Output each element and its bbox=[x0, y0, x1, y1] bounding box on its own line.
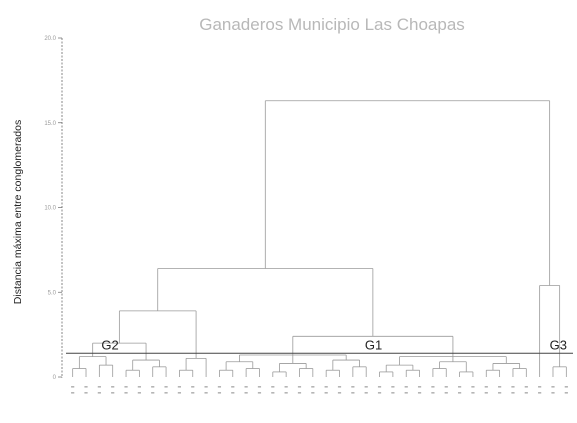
leaf-label-mark bbox=[377, 392, 382, 394]
leaf-label-mark bbox=[364, 392, 368, 394]
leaf-label-mark bbox=[137, 386, 141, 388]
leaf-label-mark bbox=[231, 386, 235, 388]
leaf-label-mark bbox=[191, 392, 195, 394]
leaf-label-mark bbox=[311, 386, 315, 388]
leaf-label-mark bbox=[431, 392, 435, 394]
leaf-label-mark bbox=[164, 392, 168, 394]
leaf-label-mark bbox=[431, 386, 435, 388]
y-axis-label: Distancia máxima entre conglomerados bbox=[12, 120, 24, 304]
leaf-label-mark bbox=[191, 386, 195, 388]
leaf-label-mark bbox=[351, 392, 355, 394]
group-labels: G2 G1 G3 bbox=[101, 337, 567, 352]
leaf-label-mark bbox=[124, 386, 128, 388]
leaf-label-mark bbox=[97, 386, 101, 388]
leaf-label-mark bbox=[377, 386, 382, 388]
leaf-label-mark bbox=[364, 386, 368, 388]
leaf-label-mark bbox=[324, 386, 328, 388]
y-tick-label: 15.0 bbox=[44, 121, 56, 127]
leaf-label-mark bbox=[337, 392, 342, 394]
y-tick-label: 0 bbox=[53, 375, 57, 381]
leaf-label-mark bbox=[297, 392, 302, 394]
y-tick-label: 20.0 bbox=[44, 36, 56, 42]
leaf-label-mark bbox=[538, 386, 542, 388]
leaf-label-mark bbox=[391, 392, 395, 394]
leaf-label-mark bbox=[164, 386, 168, 388]
leaf-label-mark bbox=[524, 392, 528, 394]
leaf-label-mark bbox=[471, 386, 475, 388]
leaf-label-mark bbox=[71, 392, 75, 394]
leaf-label-mark bbox=[151, 386, 155, 388]
leaf-label-mark bbox=[137, 392, 141, 394]
leaf-label-mark bbox=[404, 392, 408, 394]
leaf-label-mark bbox=[511, 392, 515, 394]
leaf-label-mark bbox=[524, 386, 528, 388]
leaf-label-mark bbox=[417, 392, 422, 394]
leaf-label-mark bbox=[111, 386, 115, 388]
leaf-label-mark bbox=[84, 386, 88, 388]
leaf-label-mark bbox=[284, 392, 288, 394]
group-label-g2: G2 bbox=[101, 337, 118, 352]
leaf-label-mark bbox=[257, 392, 262, 394]
leaf-label-mark bbox=[257, 386, 262, 388]
leaf-label-mark bbox=[391, 386, 395, 388]
group-label-g1: G1 bbox=[365, 337, 382, 352]
leaf-label-mark bbox=[177, 392, 182, 394]
leaf-label-mark bbox=[124, 392, 128, 394]
leaf-label-mark bbox=[417, 386, 422, 388]
leaf-label-mark bbox=[71, 386, 75, 388]
leaf-label-mark bbox=[244, 386, 248, 388]
leaf-label-mark bbox=[231, 392, 235, 394]
leaf-label-mark bbox=[244, 392, 248, 394]
group-label-g3: G3 bbox=[550, 337, 567, 352]
y-ticks: 0 5.0 10.0 15.0 20.0 bbox=[44, 36, 62, 381]
leaf-label-mark bbox=[457, 392, 462, 394]
leaf-label-mark bbox=[177, 386, 182, 388]
leaf-label-mark bbox=[111, 392, 115, 394]
y-tick-label: 5.0 bbox=[48, 290, 57, 296]
leaf-label-mark bbox=[444, 392, 448, 394]
dendrogram-tree bbox=[72, 100, 567, 377]
leaf-label-mark bbox=[498, 386, 502, 388]
leaf-label-mark bbox=[84, 392, 88, 394]
leaf-label-mark bbox=[444, 386, 448, 388]
leaf-label-mark bbox=[204, 386, 208, 388]
leaf-label-mark bbox=[271, 386, 275, 388]
y-tick-label: 10.0 bbox=[44, 206, 56, 212]
leaf-label-mark bbox=[564, 392, 568, 394]
chart-title: Ganaderos Municipio Las Choapas bbox=[199, 15, 465, 34]
leaf-label-mark bbox=[337, 386, 342, 388]
leaf-label-mark bbox=[484, 386, 488, 388]
leaf-label-mark bbox=[471, 392, 475, 394]
leaf-label-mark bbox=[151, 392, 155, 394]
leaf-label-mark bbox=[97, 392, 101, 394]
leaf-label-mark bbox=[297, 386, 302, 388]
leaf-label-mark bbox=[498, 392, 502, 394]
leaf-label-mark bbox=[484, 392, 488, 394]
leaf-label-mark bbox=[217, 392, 222, 394]
leaf-label-mark bbox=[404, 386, 408, 388]
leaf-label-mark bbox=[457, 386, 462, 388]
leaf-label-mark bbox=[564, 386, 568, 388]
leaf-label-mark bbox=[538, 392, 542, 394]
leaf-label-mark bbox=[324, 392, 328, 394]
leaf-label-mark bbox=[284, 386, 288, 388]
leaf-label-mark bbox=[511, 386, 515, 388]
leaf-label-mark bbox=[551, 392, 555, 394]
leaf-label-mark bbox=[217, 386, 222, 388]
leaf-label-mark bbox=[551, 386, 555, 388]
leaf-labels bbox=[71, 386, 568, 394]
leaf-label-mark bbox=[311, 392, 315, 394]
leaf-label-mark bbox=[351, 386, 355, 388]
leaf-label-mark bbox=[271, 392, 275, 394]
leaf-label-mark bbox=[204, 392, 208, 394]
